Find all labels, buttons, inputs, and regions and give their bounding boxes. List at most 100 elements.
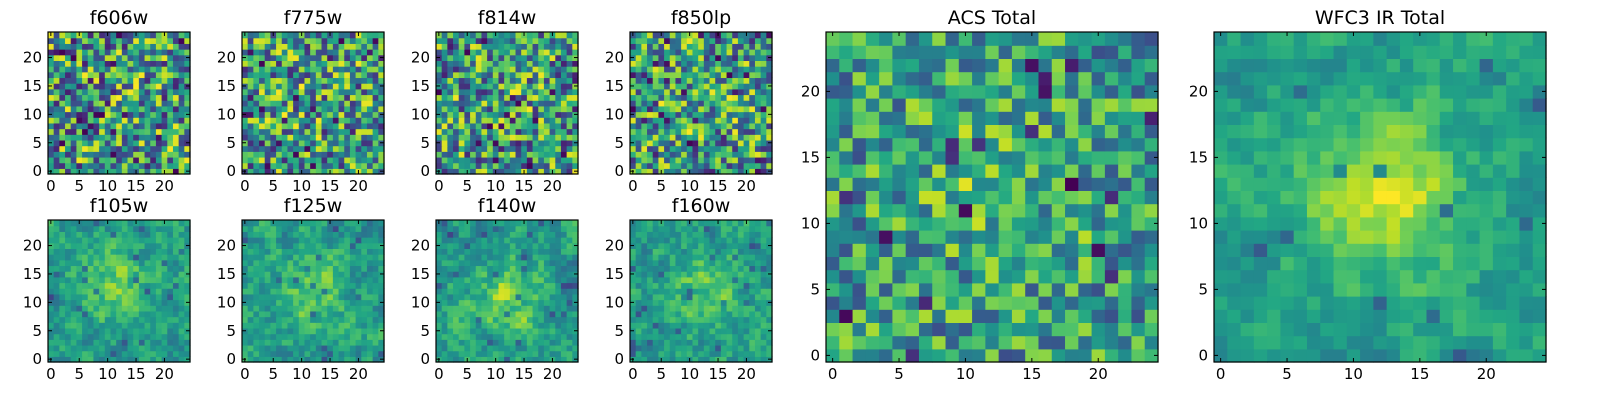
heatmap-cell	[53, 350, 60, 357]
heatmap-cell	[355, 237, 362, 244]
heatmap-cell	[538, 122, 545, 130]
heatmap-cell	[630, 37, 637, 44]
heatmap-cell	[65, 134, 72, 141]
heatmap-cell	[635, 151, 642, 158]
heatmap-cell	[167, 71, 174, 79]
heatmap-cell	[475, 271, 483, 278]
heatmap-cell	[264, 322, 271, 329]
heatmap-cell	[253, 66, 260, 73]
heatmap-cell	[304, 111, 311, 118]
heatmap-cell	[743, 299, 750, 306]
heatmap-cell	[378, 322, 385, 329]
heatmap-cell	[127, 151, 134, 158]
heatmap-cell	[538, 43, 545, 50]
heatmap-cell	[361, 327, 368, 335]
heatmap-cell	[110, 344, 117, 352]
heatmap-cell	[121, 259, 129, 267]
heatmap-cell	[475, 327, 483, 335]
heatmap-cell	[293, 66, 300, 73]
heatmap-cell	[99, 117, 106, 124]
heatmap-cell	[372, 88, 379, 96]
heatmap-cell	[526, 83, 534, 90]
heatmap-cell	[709, 37, 716, 44]
heatmap-cell	[378, 88, 385, 96]
heatmap-cell	[144, 54, 151, 61]
heatmap-cell	[281, 282, 289, 289]
heatmap-cell	[715, 60, 722, 67]
heatmap-cell	[281, 248, 289, 255]
heatmap-cell	[566, 77, 573, 84]
heatmap-cell	[349, 71, 357, 79]
heatmap-cell	[253, 122, 260, 130]
heatmap-cell	[658, 100, 665, 107]
heatmap-cell	[549, 242, 556, 249]
heatmap-cell	[48, 231, 55, 238]
x-tick-label: 0	[46, 365, 56, 383]
heatmap-cell	[658, 162, 665, 169]
heatmap-cell	[344, 299, 351, 306]
heatmap-cell	[492, 145, 500, 152]
heatmap-cell	[543, 282, 551, 289]
heatmap-cell	[138, 128, 146, 135]
heatmap-cell	[281, 316, 289, 323]
heatmap-cell	[441, 327, 448, 335]
heatmap-cell	[669, 94, 677, 101]
heatmap-cell	[82, 225, 89, 232]
heatmap-cell	[726, 162, 733, 169]
heatmap-cell	[555, 344, 562, 352]
heatmap-cell	[372, 139, 379, 147]
heatmap-cell	[447, 49, 454, 56]
heatmap-cell	[566, 344, 573, 352]
heatmap-cell	[572, 225, 579, 232]
heatmap-cell	[53, 94, 60, 101]
heatmap-cell	[475, 66, 483, 73]
heatmap-cell	[538, 225, 545, 232]
heatmap-cell	[99, 327, 106, 335]
heatmap-cell	[686, 117, 694, 124]
heatmap-cell	[349, 254, 357, 261]
heatmap-cell	[441, 117, 448, 124]
heatmap-cell	[150, 288, 157, 295]
heatmap-cell	[447, 71, 454, 79]
heatmap-cell	[344, 276, 351, 284]
heatmap-cell	[566, 293, 573, 301]
heatmap-cell	[310, 37, 317, 44]
heatmap-cell	[647, 288, 654, 295]
heatmap-cell	[560, 162, 568, 169]
heatmap-cell	[127, 220, 134, 227]
heatmap-cell	[344, 71, 351, 79]
heatmap-cell	[572, 94, 579, 101]
x-tick-label: 10	[98, 365, 117, 383]
heatmap-cell	[458, 37, 465, 44]
heatmap-cell	[686, 350, 694, 357]
heatmap-cell	[110, 305, 117, 312]
heatmap-cell	[59, 288, 66, 295]
heatmap-cell	[344, 151, 351, 158]
heatmap-cell	[287, 254, 294, 261]
heatmap-cell	[70, 43, 77, 50]
heatmap-cell	[509, 88, 517, 96]
heatmap-cell	[681, 282, 688, 289]
heatmap-cell	[732, 100, 739, 107]
heatmap-cell	[560, 242, 568, 249]
heatmap-cell	[698, 151, 705, 158]
heatmap-cell	[253, 322, 260, 329]
heatmap-cell	[259, 259, 266, 267]
heatmap-cell	[492, 151, 500, 158]
heatmap-cell	[498, 37, 505, 44]
heatmap-cell	[453, 231, 460, 238]
heatmap-cell	[110, 356, 117, 363]
heatmap-cell	[247, 66, 254, 73]
heatmap-cell	[82, 94, 89, 101]
heatmap-cell	[116, 122, 123, 130]
heatmap-cell	[538, 60, 545, 67]
heatmap-cell	[87, 356, 95, 363]
heatmap-cell	[549, 333, 556, 340]
heatmap-cell	[504, 327, 511, 335]
heatmap-cell	[338, 162, 345, 169]
heatmap-cell	[698, 100, 705, 107]
heatmap-cell	[247, 145, 254, 152]
heatmap-cell	[549, 225, 556, 232]
